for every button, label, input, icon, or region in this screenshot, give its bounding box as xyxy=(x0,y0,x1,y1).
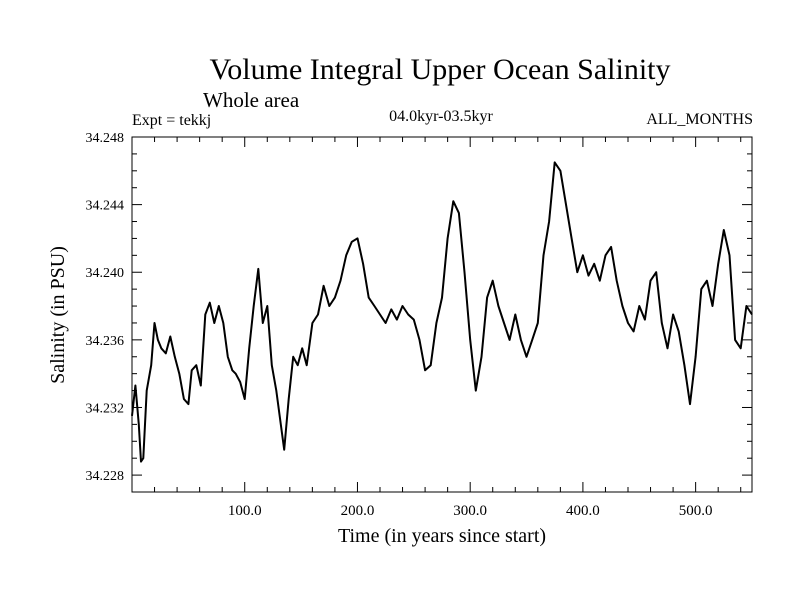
y-tick-label: 34.240 xyxy=(86,266,125,281)
chart-title: Volume Integral Upper Ocean Salinity xyxy=(210,53,671,86)
y-tick-label: 34.236 xyxy=(86,334,125,349)
x-axis-tick-labels: 100.0 200.0 300.0 400.0 500.0 xyxy=(228,503,713,519)
y-tick-label: 34.228 xyxy=(86,469,125,484)
x-tick-label: 500.0 xyxy=(679,503,713,519)
y-axis-label: Salinity (in PSU) xyxy=(47,246,69,384)
experiment-label: Expt = tekkj xyxy=(132,112,211,129)
y-tick-label: 34.232 xyxy=(86,401,125,416)
season-label: ALL_MONTHS xyxy=(646,111,753,128)
y-tick-label: 34.248 xyxy=(86,131,125,146)
y-axis-tick-labels: 34.228 34.232 34.236 34.240 34.244 34.248 xyxy=(86,131,125,484)
salinity-series-line xyxy=(131,161,753,463)
x-tick-label: 200.0 xyxy=(341,503,375,519)
y-tick-label: 34.244 xyxy=(86,199,125,214)
x-axis-ticks xyxy=(154,137,742,492)
x-tick-label: 100.0 xyxy=(228,503,262,519)
x-tick-label: 300.0 xyxy=(453,503,487,519)
period-label: 04.0kyr-03.5kyr xyxy=(389,108,493,125)
plot-frame xyxy=(131,136,753,493)
x-axis-label: Time (in years since start) xyxy=(338,525,546,547)
x-tick-label: 400.0 xyxy=(566,503,600,519)
y-axis-ticks xyxy=(132,153,752,476)
chart-subtitle: Whole area xyxy=(203,88,300,112)
